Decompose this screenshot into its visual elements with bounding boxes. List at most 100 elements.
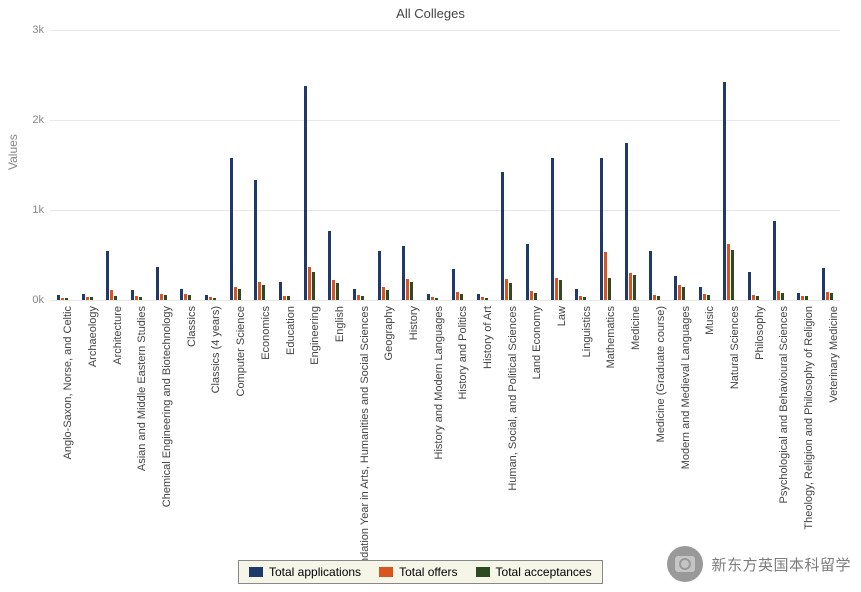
bar (378, 251, 381, 300)
bar-group (766, 30, 791, 300)
x-tick-label: Classics (186, 306, 198, 347)
bar-group (643, 30, 668, 300)
bar (481, 297, 484, 300)
bar (61, 298, 64, 300)
bar (625, 143, 628, 300)
bar-group (519, 30, 544, 300)
x-tick-label: Human, Social, and Political Sciences (507, 306, 519, 491)
bar-group (198, 30, 223, 300)
bar (633, 275, 636, 300)
bar (156, 267, 159, 300)
bar (106, 251, 109, 300)
bar (805, 296, 808, 300)
bar (304, 86, 307, 300)
bar (230, 158, 233, 300)
x-tick-label: Natural Sciences (729, 306, 741, 389)
bar (332, 280, 335, 300)
bar-group (815, 30, 840, 300)
bars-container (50, 30, 840, 300)
bar (649, 251, 652, 300)
bar (773, 221, 776, 300)
bar (357, 295, 360, 300)
bar (164, 295, 167, 300)
bar-group (568, 30, 593, 300)
legend-label: Total offers (399, 565, 457, 579)
bar-group (322, 30, 347, 300)
bar (254, 180, 257, 300)
bar (777, 291, 780, 300)
x-tick-label: Foundation Year in Arts, Humanities and … (359, 306, 371, 583)
bar (336, 283, 339, 300)
bar (312, 272, 315, 300)
bar (727, 244, 730, 300)
x-tick-label: Veterinary Medicine (828, 306, 840, 403)
bar (328, 231, 331, 300)
bar (353, 289, 356, 300)
bar (830, 293, 833, 300)
plot-area: 0k1k2k3k (50, 30, 840, 300)
bar-group (50, 30, 75, 300)
bar-group (149, 30, 174, 300)
bar (699, 287, 702, 300)
bar (583, 297, 586, 300)
bar-group (223, 30, 248, 300)
bar-group (791, 30, 816, 300)
bar-group (346, 30, 371, 300)
bar (410, 282, 413, 300)
x-tick-label: English (334, 306, 346, 342)
x-tick-label: Law (556, 306, 568, 326)
bar (748, 272, 751, 300)
bar (526, 244, 529, 300)
bar (752, 295, 755, 300)
x-tick-label: Land Economy (531, 306, 543, 379)
legend-label: Total applications (269, 565, 361, 579)
bar (283, 296, 286, 301)
bar (534, 293, 537, 300)
bar-group (494, 30, 519, 300)
chart-title: All Colleges (0, 0, 861, 21)
bar (604, 252, 607, 300)
legend-label: Total acceptances (496, 565, 592, 579)
bar (205, 295, 208, 300)
wechat-icon (667, 546, 703, 582)
x-tick-label: Engineering (309, 306, 321, 365)
bar (452, 269, 455, 301)
legend-item: Total acceptances (476, 565, 592, 579)
legend-swatch (476, 567, 490, 577)
bar (703, 294, 706, 300)
y-tick-label: 3k (32, 24, 44, 36)
bar (114, 296, 117, 301)
x-tick-label: Computer Science (235, 306, 247, 397)
watermark-text: 新东方英国本科留学 (711, 554, 851, 575)
bar (653, 295, 656, 300)
bar-group (717, 30, 742, 300)
bar-group (272, 30, 297, 300)
bar (797, 293, 800, 300)
bar (308, 267, 311, 300)
bar (477, 294, 480, 300)
bar (279, 282, 282, 300)
x-tick-label: Geography (383, 306, 395, 360)
bar (258, 282, 261, 300)
bar (530, 291, 533, 300)
bar (731, 250, 734, 300)
bar-group (99, 30, 124, 300)
bar (460, 294, 463, 300)
bar-group (75, 30, 100, 300)
y-tick-label: 0k (32, 294, 44, 306)
bar (756, 296, 759, 301)
bar (682, 287, 685, 301)
bar-group (741, 30, 766, 300)
bar (65, 298, 68, 300)
bar-group (593, 30, 618, 300)
bar (180, 289, 183, 300)
x-tick-label: Education (285, 306, 297, 355)
bar-group (248, 30, 273, 300)
bar (822, 268, 825, 300)
bar (262, 285, 265, 300)
bar (575, 289, 578, 300)
x-tick-label: Chemical Engineering and Biotechnology (161, 306, 173, 507)
y-tick-label: 1k (32, 204, 44, 216)
bar (579, 296, 582, 300)
bar (427, 294, 430, 300)
